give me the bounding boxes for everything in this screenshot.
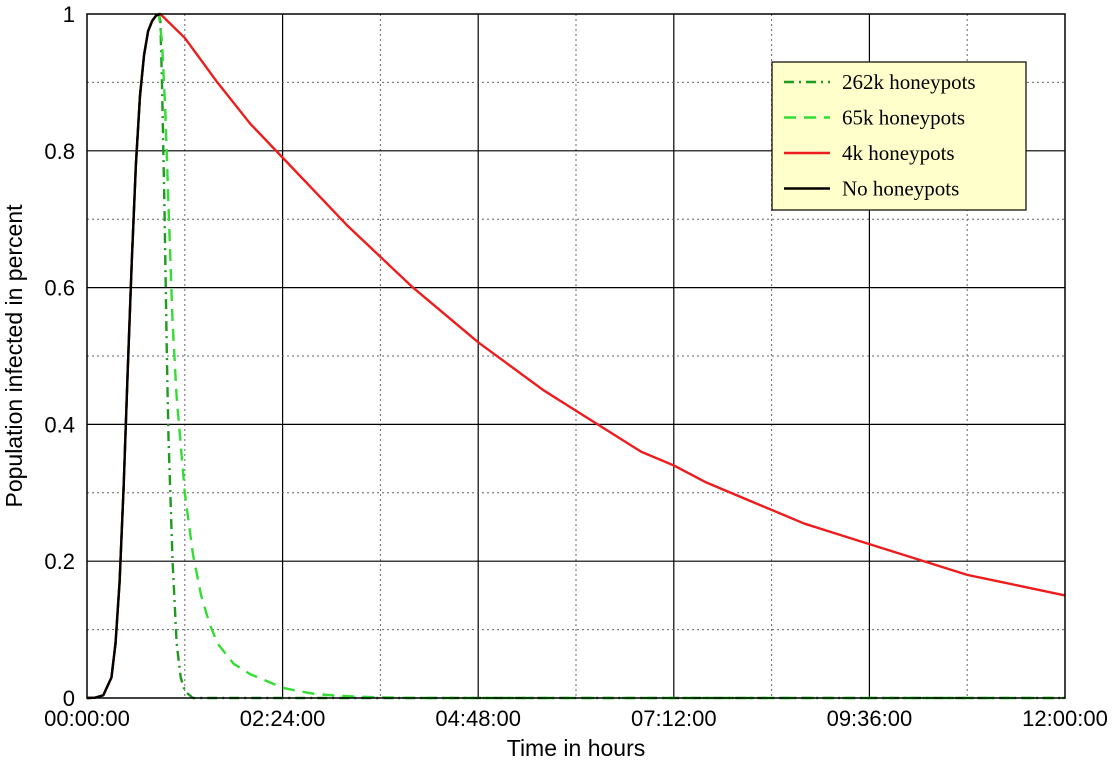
- legend-label-65k-honeypots: 65k honeypots: [842, 106, 965, 130]
- x-tick-label: 02:24:00: [240, 706, 326, 731]
- legend-label-262k-honeypots: 262k honeypots: [842, 70, 976, 94]
- x-tick-label: 09:36:00: [827, 706, 913, 731]
- legend: 262k honeypots 65k honeypots 4k honeypots N…: [771, 61, 1027, 211]
- x-tick-label: 04:48:00: [435, 706, 521, 731]
- legend-box: [771, 61, 1027, 211]
- x-tick-label: 07:12:00: [631, 706, 717, 731]
- series-line-no-honeypots: [86, 12, 161, 700]
- y-tick-label: 0.4: [44, 412, 75, 437]
- y-tick-label: 0.8: [44, 139, 75, 164]
- legend-label-no-honeypots: No honeypots: [842, 177, 959, 201]
- x-tick-label: 00:00:00: [44, 706, 130, 731]
- y-tick-label: 1: [63, 2, 75, 27]
- y-tick-label: 0.2: [44, 549, 75, 574]
- x-tick-label: 12:00:00: [1022, 706, 1108, 731]
- tick-labels: 00:00:00 02:24:00 04:48:00 07:12:00 09:36:00…: [44, 2, 1108, 731]
- y-tick-label: 0.6: [44, 276, 75, 301]
- series-layer: [86, 12, 1066, 700]
- y-tick-label: 0: [63, 686, 75, 711]
- legend-label-4k-honeypots: 4k honeypots: [842, 141, 955, 165]
- y-axis-title: Population infected in percent: [1, 204, 27, 508]
- x-axis-title: Time in hours: [507, 735, 645, 761]
- plot-frame: [86, 13, 1066, 699]
